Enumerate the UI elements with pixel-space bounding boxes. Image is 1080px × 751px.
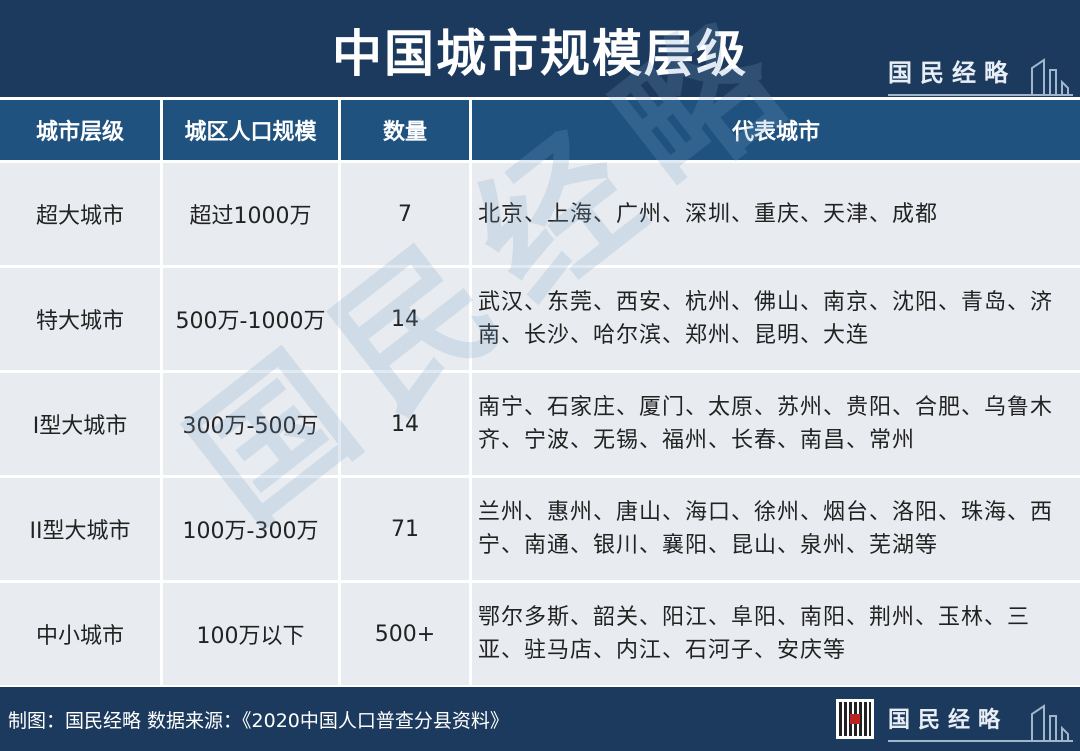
cell-level: II型大城市 <box>0 478 160 580</box>
header-level: 城市层级 <box>0 100 160 160</box>
cell-count: 14 <box>341 373 469 475</box>
qr-code-icon <box>836 699 874 739</box>
building-icon <box>1022 704 1072 742</box>
header-count: 数量 <box>341 100 469 160</box>
page-title: 中国城市规模层级 <box>332 25 748 83</box>
cell-population: 100万-300万 <box>163 478 338 580</box>
cell-level: 超大城市 <box>0 163 160 265</box>
footer-brand-logo: 国民经略 <box>888 698 1078 742</box>
building-icon <box>1022 58 1072 96</box>
cell-cities: 南宁、石家庄、厦门、太原、苏州、贵阳、合肥、乌鲁木齐、宁波、无锡、福州、长春、南… <box>472 373 1080 475</box>
footer-credit: 制图：国民经略 数据来源：《2020中国人口普查分县资料》 <box>8 710 509 732</box>
cell-population: 500万-1000万 <box>163 268 338 370</box>
cell-level: I型大城市 <box>0 373 160 475</box>
cell-count: 71 <box>341 478 469 580</box>
cell-level: 特大城市 <box>0 268 160 370</box>
cell-population: 300万-500万 <box>163 373 338 475</box>
cell-count: 500+ <box>341 583 469 685</box>
cell-count: 14 <box>341 268 469 370</box>
footer-brand-logo-text: 国民经略 <box>888 707 1009 733</box>
city-tier-table: 城市层级 城区人口规模 数量 代表城市 超大城市 超过1000万 7 北京、上海… <box>0 100 1080 685</box>
header-cities: 代表城市 <box>472 100 1080 160</box>
header-population: 城区人口规模 <box>163 100 338 160</box>
cell-cities: 兰州、惠州、唐山、海口、徐州、烟台、洛阳、珠海、西宁、南通、银川、襄阳、昆山、泉… <box>472 478 1080 580</box>
cell-cities: 北京、上海、广州、深圳、重庆、天津、成都 <box>472 163 1080 265</box>
cell-cities: 武汉、东莞、西安、杭州、佛山、南京、沈阳、青岛、济南、长沙、哈尔滨、郑州、昆明、… <box>472 268 1080 370</box>
cell-count: 7 <box>341 163 469 265</box>
cell-population: 超过1000万 <box>163 163 338 265</box>
cell-level: 中小城市 <box>0 583 160 685</box>
title-bar: 中国城市规模层级 <box>0 0 1080 97</box>
brand-logo-text: 国民经略 <box>888 58 1016 87</box>
cell-population: 100万以下 <box>163 583 338 685</box>
cell-cities: 鄂尔多斯、韶关、阳江、阜阳、南阳、荆州、玉林、三亚、驻马店、内江、石河子、安庆等 <box>472 583 1080 685</box>
brand-logo: 国民经略 <box>888 52 1078 96</box>
